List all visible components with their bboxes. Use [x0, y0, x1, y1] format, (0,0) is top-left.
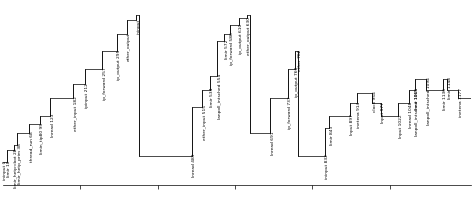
Text: limir_hetp<bot 28: limir_hetp<bot 28 [14, 149, 18, 188]
Text: ininput: ininput [137, 18, 141, 34]
Text: limir 572: limir 572 [225, 39, 228, 59]
Text: Inread 489: Inread 489 [192, 154, 197, 177]
Text: ip_forward 586: ip_forward 586 [230, 32, 234, 65]
Text: Inread 1048: Inread 1048 [409, 102, 413, 128]
Text: thread_run 68: thread_run 68 [29, 131, 34, 162]
Text: limir 1136: limir 1136 [443, 88, 447, 110]
Text: limir 1148: limir 1148 [447, 77, 452, 99]
Text: ip_forward 737: ip_forward 737 [289, 97, 292, 129]
Text: inetena 1177: inetena 1177 [459, 88, 463, 117]
Text: Inread 123: Inread 123 [51, 114, 55, 137]
Text: lanpoll_intsched 1094: lanpoll_intsched 1094 [427, 77, 431, 125]
Text: lanpoll_intsched 554: lanpoll_intsched 554 [218, 74, 222, 119]
Text: ip_forward 257: ip_forward 257 [103, 67, 107, 100]
Text: ip_output 610: ip_output 610 [239, 24, 243, 54]
Text: limir 843: limir 843 [329, 126, 334, 145]
Text: limir_hetp_prim 38: limir_hetp_prim 38 [18, 143, 22, 184]
Text: limir 10: limir 10 [7, 161, 11, 177]
Text: Inread 691: Inread 691 [271, 131, 274, 155]
Text: lanpoll_intsched 1065: lanpoll_intsched 1065 [416, 88, 419, 136]
Text: inetena 914: inetena 914 [357, 102, 361, 128]
Text: ininput 0: ininput 0 [3, 161, 7, 180]
Text: ether_output 630: ether_output 630 [247, 17, 251, 55]
Text: limin_tip80 95: limin_tip80 95 [40, 123, 44, 154]
Text: Input 977: Input 977 [382, 102, 385, 123]
Text: ip_output 295: ip_output 295 [118, 50, 121, 80]
Text: ether_output: ether_output [127, 32, 131, 61]
Text: ether 762: ether 762 [298, 50, 302, 71]
Text: ip_output 760: ip_output 760 [295, 67, 300, 97]
Text: ether_input 515: ether_input 515 [202, 105, 207, 140]
Text: limir 1065: limir 1065 [416, 88, 419, 110]
Text: Input 1022: Input 1022 [399, 114, 403, 138]
Text: ether_input 182: ether_input 182 [73, 97, 78, 131]
Text: ipinput 212: ipinput 212 [85, 83, 89, 108]
Text: Input 897: Input 897 [350, 114, 355, 135]
Text: clock 954: clock 954 [373, 91, 376, 112]
Text: limir 534: limir 534 [210, 88, 214, 107]
Text: ininput 832: ininput 832 [325, 154, 329, 179]
